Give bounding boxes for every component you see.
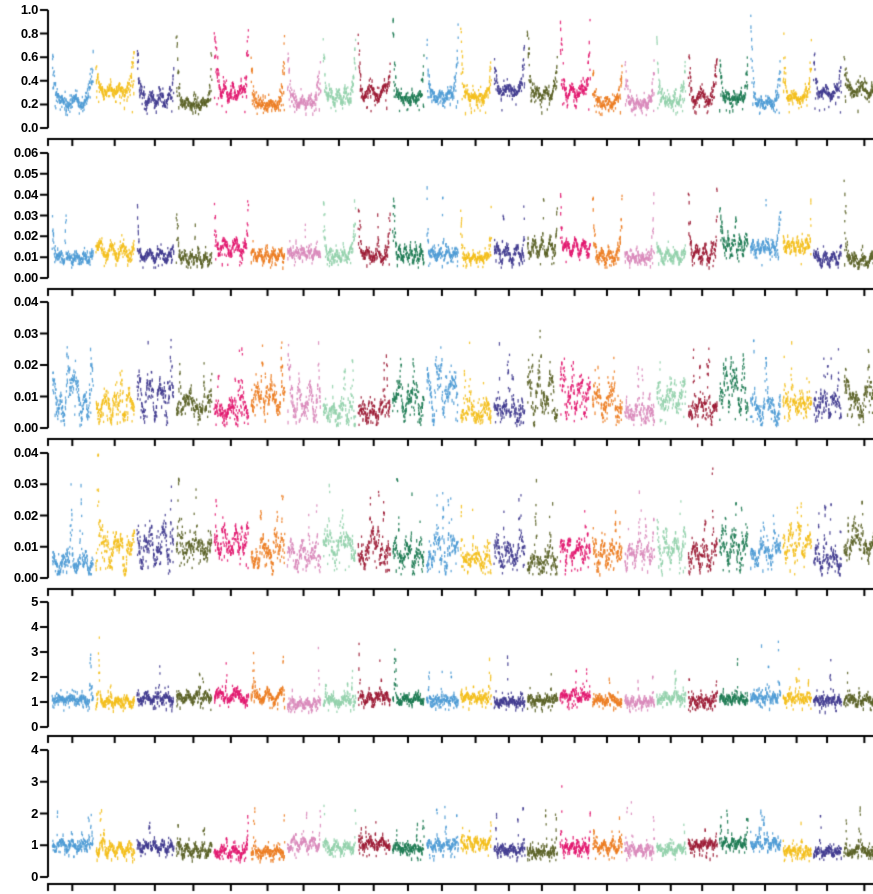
- y-tick-label: 2: [31, 805, 38, 821]
- y-tick-label: 0.04: [13, 294, 38, 309]
- y-tick-label: 0.00: [13, 270, 38, 285]
- y-tick-label: 0.02: [13, 507, 38, 523]
- y-tick-label: 0.0: [20, 120, 38, 135]
- y-tick-label: 0.03: [13, 207, 38, 223]
- y-tick-label: 0.01: [13, 249, 38, 265]
- y-tick-label: 0.03: [13, 476, 38, 492]
- y-tick-label: 0.04: [13, 186, 38, 202]
- y-tick-label: 0.01: [13, 538, 38, 554]
- y-tick-label: 0.00: [13, 570, 38, 585]
- y-tick-label: 0.8: [20, 25, 38, 41]
- y-tick-label: 1.0: [20, 2, 38, 17]
- y-tick-label: 4: [31, 742, 38, 757]
- y-tick-label: 3: [31, 644, 38, 659]
- y-tick-label: 0.02: [13, 228, 38, 244]
- y-tick-label: 2: [31, 669, 38, 684]
- y-tick-label: 0: [31, 719, 38, 734]
- y-tick-label: 1: [31, 837, 38, 853]
- y-tick-label: 0.05: [13, 165, 38, 181]
- y-tick-label: 0.02: [13, 357, 38, 372]
- y-tick-label: 0.00: [13, 420, 38, 435]
- y-tick-label: 0.06: [13, 145, 38, 160]
- y-tick-label: 4: [31, 619, 38, 634]
- y-tick-label: 0.04: [13, 445, 38, 460]
- y-tick-label: 0.01: [13, 388, 38, 404]
- y-tick-label: 0.6: [20, 49, 38, 65]
- y-tick-label: 5: [31, 594, 38, 609]
- y-tick-label: 3: [31, 773, 38, 789]
- y-tick-label: 0.03: [13, 325, 38, 341]
- y-tick-label: 0: [31, 869, 38, 884]
- y-tick-label: 1: [31, 694, 38, 709]
- y-tick-label: 0.4: [20, 72, 38, 88]
- y-tick-label: 0.2: [20, 96, 38, 112]
